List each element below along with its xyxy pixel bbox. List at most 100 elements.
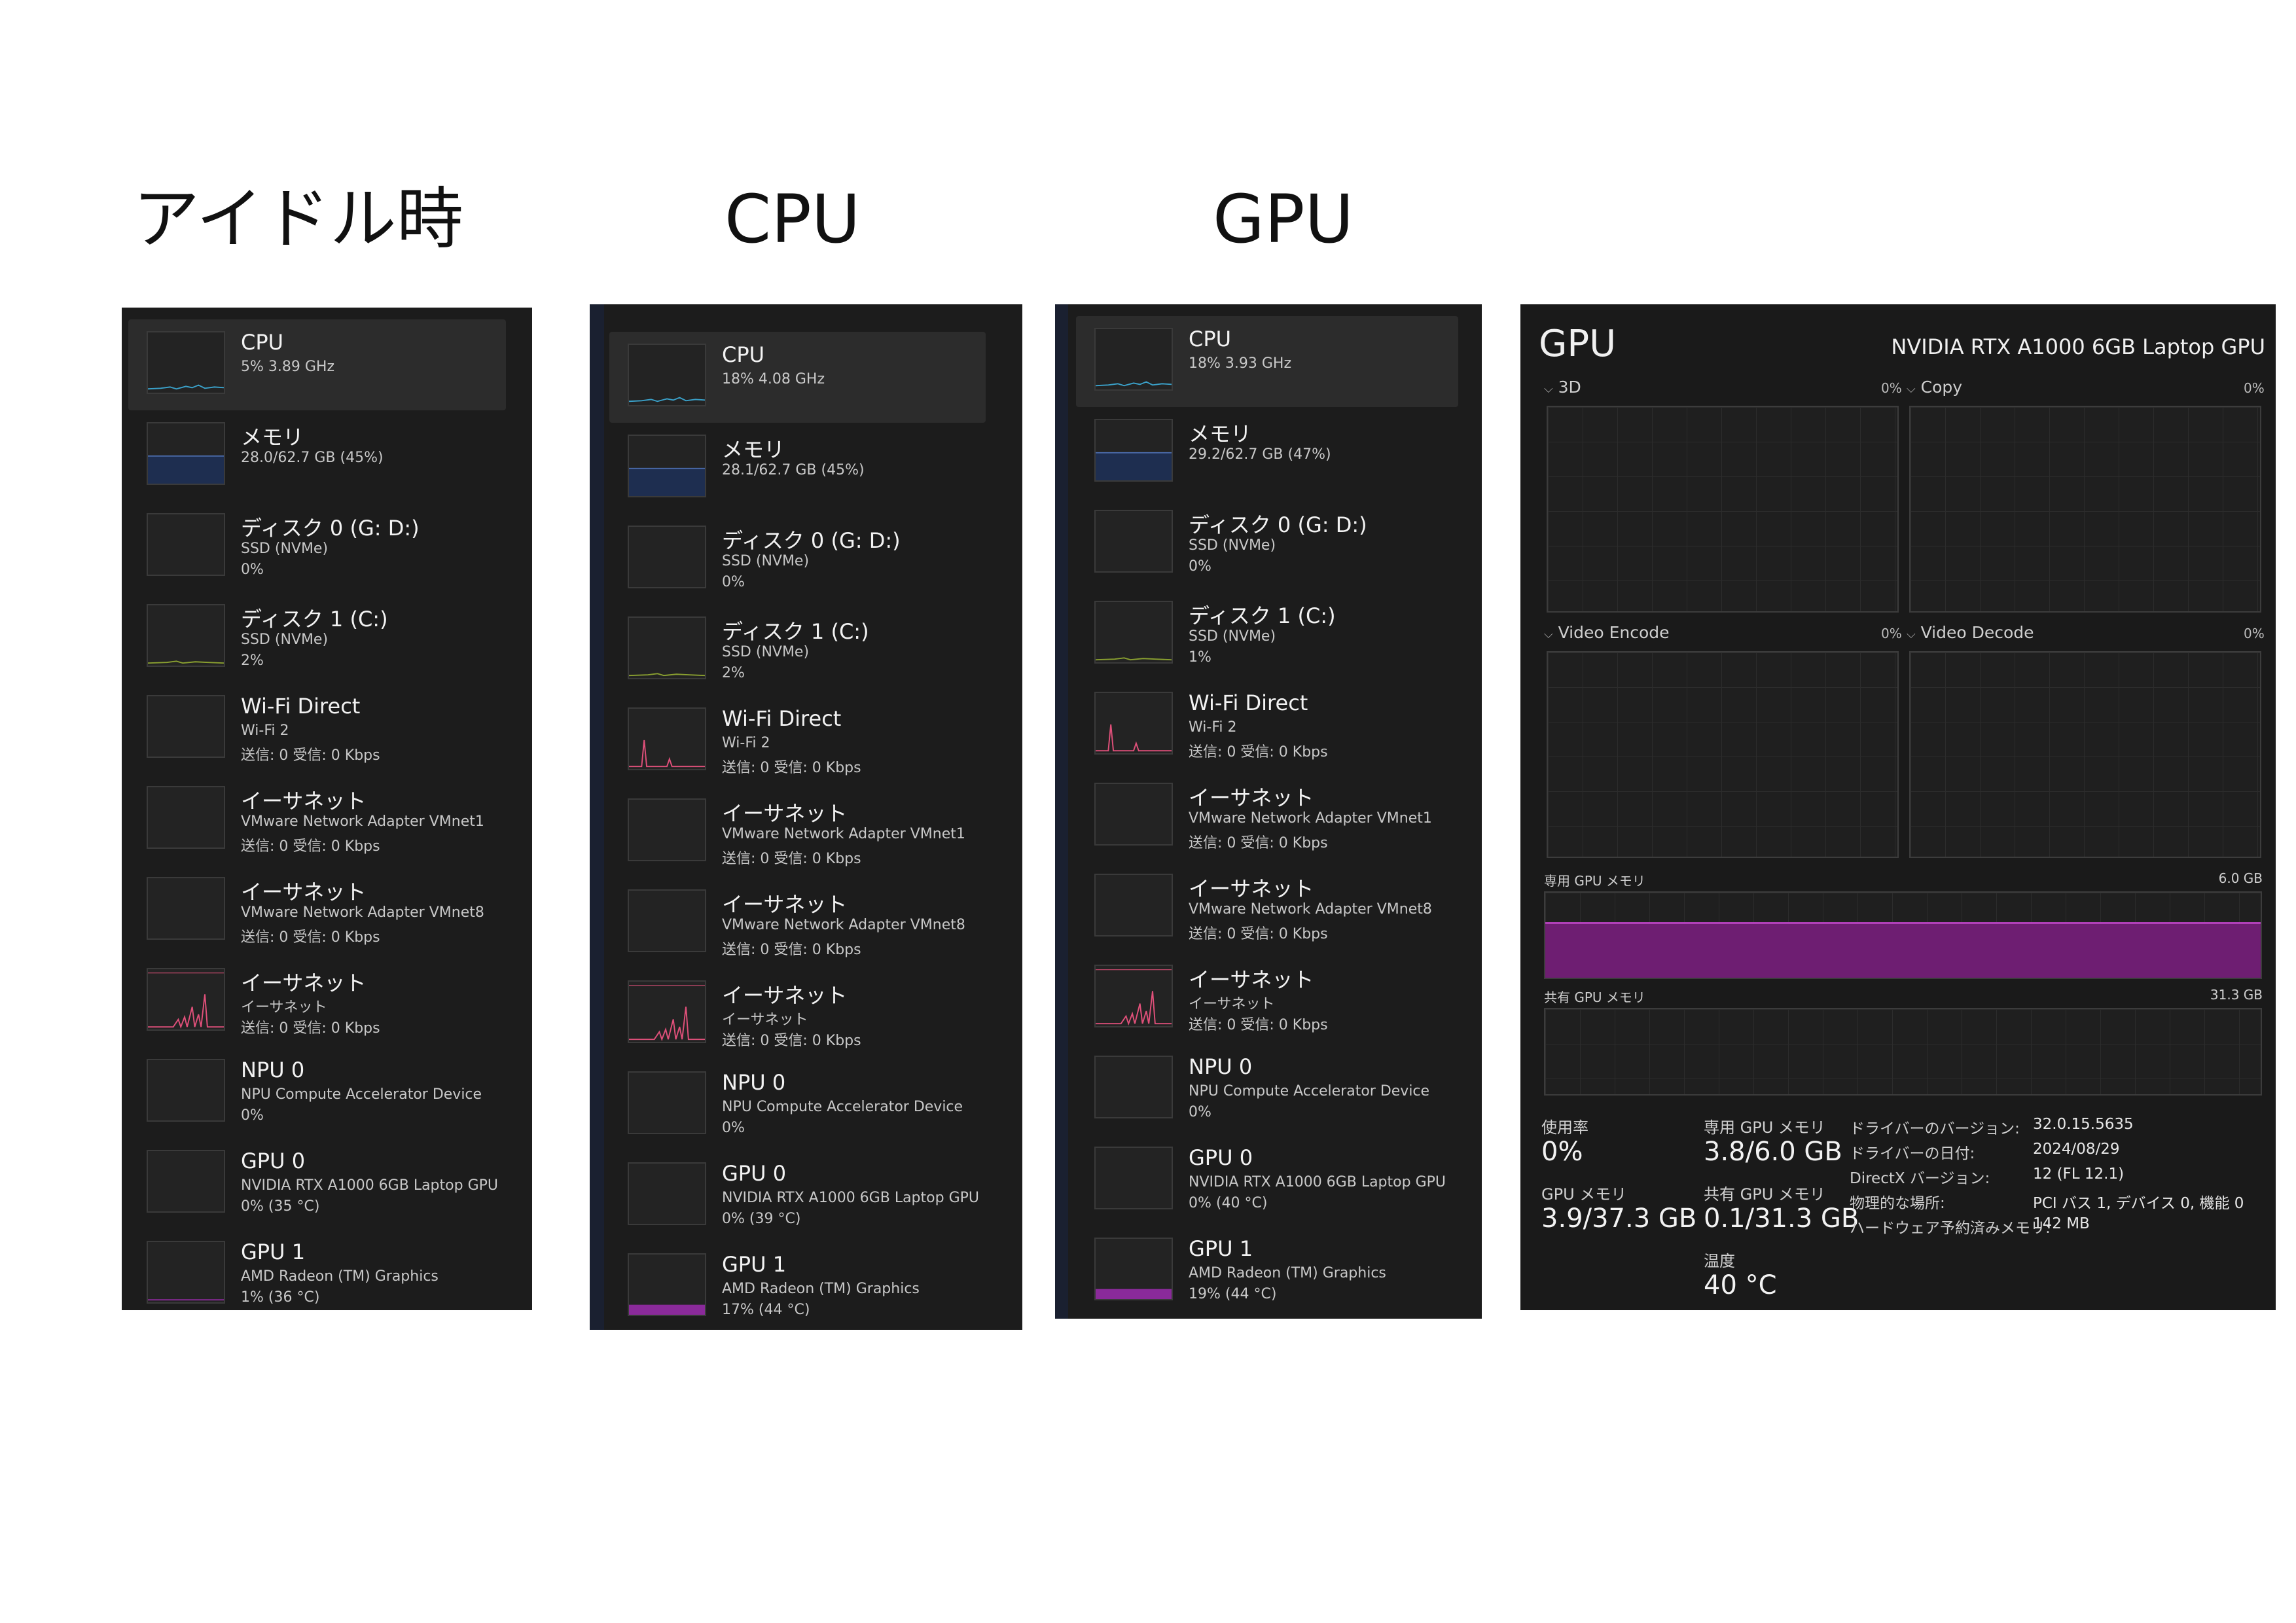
thumbnail-graph [1096, 1289, 1172, 1299]
resource-item[interactable]: ディスク 0 (G: D:) SSD (NVMe) 0% [1076, 498, 1458, 589]
resource-title: ディスク 0 (G: D:) [722, 528, 901, 553]
resource-item[interactable]: NPU 0 NPU Compute Accelerator Device 0% [609, 1060, 986, 1150]
resource-thumbnail [1094, 419, 1173, 482]
resource-item[interactable]: イーサネット VMware Network Adapter VMnet1 送信: 0… [1076, 771, 1458, 862]
dedicated-memory-graph [1544, 891, 2262, 979]
resource-thumbnail [1094, 1056, 1173, 1118]
resource-title: GPU 1 [722, 1252, 787, 1277]
task-manager-sidebar-gpu-load: CPU 18% 3.93 GHz メモリ 29.2/62.7 GB (47%) ディスク… [1055, 304, 1482, 1319]
resource-subtitle: SSD (NVMe) [722, 644, 810, 660]
driver-version-label: ドライバーのバージョン: [1850, 1120, 2020, 1137]
thumbnail-graph [148, 1060, 224, 1120]
engine-label: 3D [1558, 378, 1581, 397]
resource-item[interactable]: Wi-Fi Direct Wi-Fi 2 送信: 0 受信: 0 Kbps [1076, 680, 1458, 771]
resource-title: イーサネット [1189, 876, 1314, 901]
resource-item[interactable]: イーサネット VMware Network Adapter VMnet1 送信: 0… [128, 774, 506, 865]
engine-3d-selector[interactable]: ⌵ 3D [1544, 378, 1581, 397]
disk-activity-line [148, 660, 224, 664]
resource-item[interactable]: イーサネット VMware Network Adapter VMnet8 送信: 0… [1076, 862, 1458, 953]
directx-version-value: 12 (FL 12.1) [2033, 1166, 2125, 1183]
thumbnail-graph [629, 800, 705, 860]
resource-item[interactable]: GPU 1 AMD Radeon (TM) Graphics 19% (44 °C) [1076, 1226, 1458, 1317]
resource-item[interactable]: イーサネット イーサネット 送信: 0 受信: 0 Kbps [128, 956, 506, 1047]
engine-video-encode-graph [1547, 651, 1899, 858]
reserved-memory-value: 142 MB [2033, 1215, 2090, 1232]
resource-thumbnail [628, 435, 706, 497]
resource-thumbnail [1094, 510, 1173, 573]
resource-item[interactable]: GPU 0 NVIDIA RTX A1000 6GB Laptop GPU 0% (… [609, 1150, 986, 1241]
resource-item[interactable]: ディスク 1 (C:) SSD (NVMe) 2% [609, 605, 986, 696]
resource-thumbnail [147, 877, 225, 940]
gpu-memory-label: GPU メモリ [1541, 1185, 1627, 1204]
cpu-usage-line [629, 397, 705, 402]
gpu-usage-fill [1096, 1289, 1172, 1299]
resource-detail: 送信: 0 受信: 0 Kbps [241, 929, 380, 946]
resource-thumbnail [1094, 783, 1173, 846]
resource-detail: 送信: 0 受信: 0 Kbps [722, 851, 861, 867]
driver-date-label: ドライバーの日付: [1850, 1145, 1975, 1162]
resource-title: メモリ [241, 425, 304, 450]
resource-subtitle: VMware Network Adapter VMnet1 [241, 813, 484, 830]
thumbnail-graph [148, 1299, 224, 1301]
resource-thumbnail [1094, 965, 1173, 1027]
gpu-detail-title: GPU [1539, 323, 1617, 365]
resource-item[interactable]: Wi-Fi Direct Wi-Fi 2 送信: 0 受信: 0 Kbps [128, 683, 506, 774]
resource-subtitle: SSD (NVMe) [241, 632, 329, 648]
network-activity-line [1096, 991, 1172, 1026]
resource-detail: 1% (36 °C) [241, 1289, 320, 1306]
thumbnail-graph [629, 1164, 705, 1224]
resource-detail: 0% [241, 562, 264, 578]
gpu-device-name: NVIDIA RTX A1000 6GB Laptop GPU [1891, 334, 2265, 359]
resource-item[interactable]: GPU 1 AMD Radeon (TM) Graphics 17% (44 °C) [609, 1241, 986, 1330]
resource-item[interactable]: イーサネット イーサネット 送信: 0 受信: 0 Kbps [1076, 953, 1458, 1044]
temperature-value: 40 °C [1704, 1270, 1777, 1300]
resource-subtitle: VMware Network Adapter VMnet1 [1189, 810, 1432, 827]
resource-thumbnail [147, 422, 225, 485]
resource-item[interactable]: イーサネット イーサネット 送信: 0 受信: 0 Kbps [609, 969, 986, 1060]
resource-item[interactable]: CPU 5% 3.89 GHz [128, 319, 506, 410]
resource-item[interactable]: メモリ 28.0/62.7 GB (45%) [128, 410, 506, 501]
dedicated-memory-label: 専用 GPU メモリ [1704, 1118, 1825, 1137]
resource-item[interactable]: ディスク 0 (G: D:) SSD (NVMe) 0% [609, 514, 986, 605]
task-manager-sidebar-cpu-load: CPU 18% 4.08 GHz メモリ 28.1/62.7 GB (45%) ディスク… [590, 304, 1022, 1330]
resource-thumbnail [628, 1162, 706, 1225]
resource-item[interactable]: イーサネット VMware Network Adapter VMnet8 送信: 0… [609, 878, 986, 969]
resource-detail: 0% [722, 574, 745, 590]
resource-detail: 送信: 0 受信: 0 Kbps [1189, 926, 1328, 942]
engine-video-encode-selector[interactable]: ⌵ Video Encode [1544, 623, 1670, 642]
heading-cpu: CPU [725, 181, 861, 259]
resource-item[interactable]: ディスク 1 (C:) SSD (NVMe) 1% [1076, 589, 1458, 680]
resource-title: イーサネット [1189, 785, 1314, 810]
resource-detail: 2% [241, 652, 264, 669]
resource-title: NPU 0 [1189, 1054, 1253, 1079]
resource-item[interactable]: CPU 18% 3.93 GHz [1076, 316, 1458, 407]
wifi-activity-line [629, 740, 705, 768]
resource-item[interactable]: ディスク 1 (C:) SSD (NVMe) 2% [128, 592, 506, 683]
resource-detail: 0% [722, 1120, 745, 1136]
resource-title: Wi-Fi Direct [722, 706, 842, 731]
resource-item[interactable]: メモリ 29.2/62.7 GB (47%) [1076, 407, 1458, 498]
resource-item[interactable]: NPU 0 NPU Compute Accelerator Device 0% [1076, 1044, 1458, 1135]
resource-item[interactable]: GPU 0 NVIDIA RTX A1000 6GB Laptop GPU 0% (… [1076, 1135, 1458, 1226]
resource-item[interactable]: GPU 1 AMD Radeon (TM) Graphics 1% (36 °C) [128, 1229, 506, 1310]
chevron-down-icon: ⌵ [1544, 382, 1553, 396]
resource-item[interactable]: NPU 0 NPU Compute Accelerator Device 0% [128, 1047, 506, 1138]
resource-subtitle: SSD (NVMe) [722, 553, 810, 569]
resource-detail: 送信: 0 受信: 0 Kbps [722, 942, 861, 958]
thumbnail-graph [148, 696, 224, 757]
resource-item[interactable]: Wi-Fi Direct Wi-Fi 2 送信: 0 受信: 0 Kbps [609, 696, 986, 787]
thumbnail-graph [629, 1304, 705, 1315]
resource-subtitle: NPU Compute Accelerator Device [241, 1086, 482, 1103]
resource-item[interactable]: CPU 18% 4.08 GHz [609, 332, 986, 423]
resource-item[interactable]: イーサネット VMware Network Adapter VMnet1 送信: 0… [609, 787, 986, 878]
resource-item[interactable]: GPU 0 NVIDIA RTX A1000 6GB Laptop GPU 0% (… [128, 1138, 506, 1229]
resource-item[interactable]: イーサネット VMware Network Adapter VMnet8 送信: 0… [128, 865, 506, 956]
engine-copy-selector[interactable]: ⌵ Copy [1907, 378, 1962, 397]
resource-detail: 送信: 0 受信: 0 Kbps [722, 1033, 861, 1049]
engine-video-decode-selector[interactable]: ⌵ Video Decode [1907, 623, 2034, 642]
resource-list: CPU 5% 3.89 GHz メモリ 28.0/62.7 GB (45%) ディスク … [128, 319, 506, 1310]
resource-subtitle: Wi-Fi 2 [241, 722, 289, 739]
physical-location-value: PCI バス 1, デバイス 0, 機能 0 [2033, 1195, 2244, 1212]
resource-item[interactable]: ディスク 0 (G: D:) SSD (NVMe) 0% [128, 501, 506, 592]
resource-item[interactable]: メモリ 28.1/62.7 GB (45%) [609, 423, 986, 514]
